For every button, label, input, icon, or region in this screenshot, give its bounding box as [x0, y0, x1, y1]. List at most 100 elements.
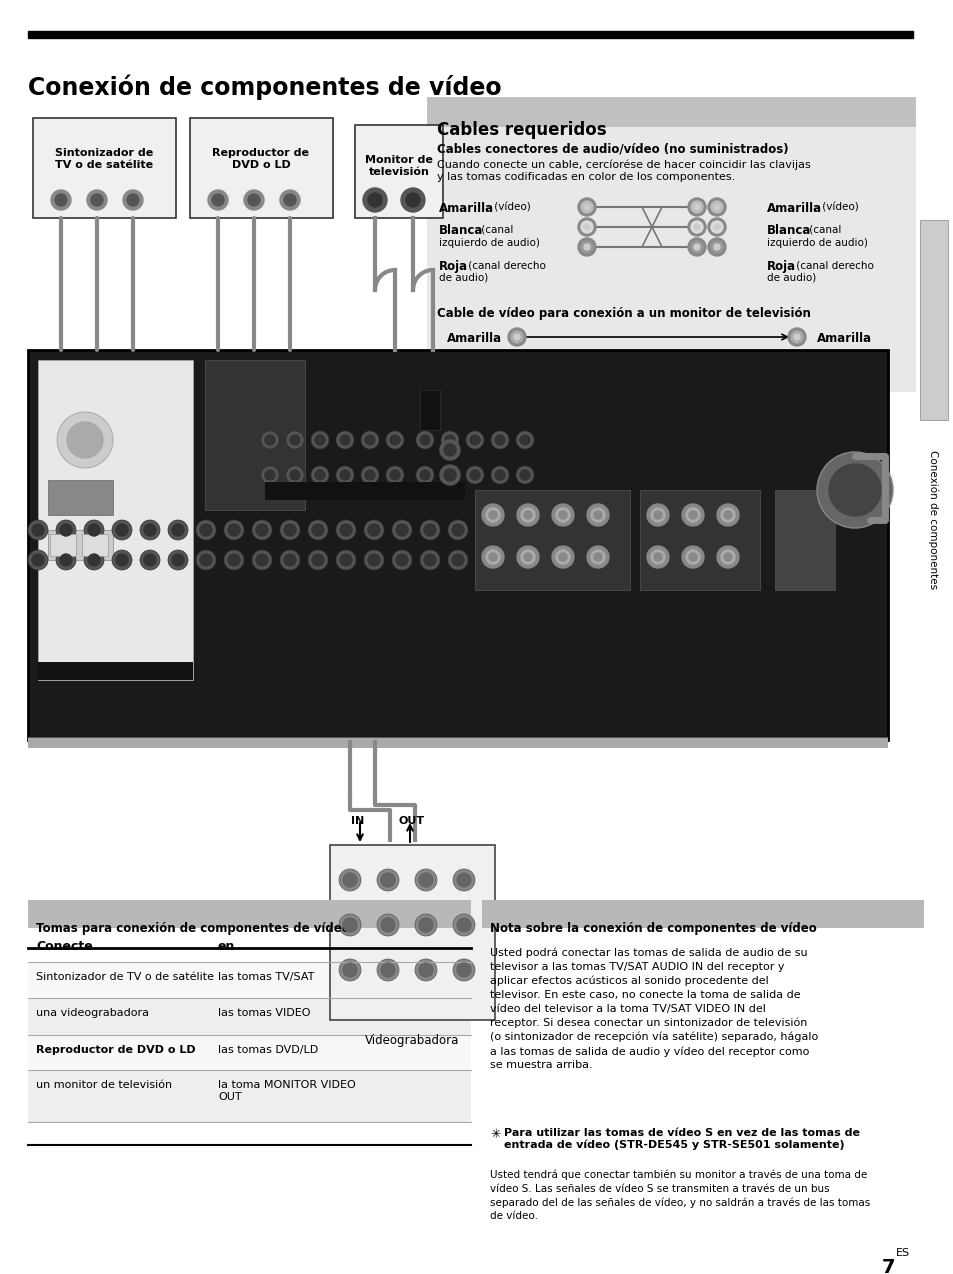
Circle shape — [583, 224, 589, 231]
Circle shape — [314, 470, 325, 480]
Circle shape — [364, 550, 384, 569]
Bar — [28, 962, 471, 998]
Circle shape — [723, 553, 731, 561]
Bar — [475, 490, 629, 590]
Circle shape — [112, 550, 132, 569]
Circle shape — [552, 547, 574, 568]
Circle shape — [685, 508, 700, 522]
Circle shape — [590, 550, 604, 564]
Circle shape — [443, 469, 456, 482]
Text: Videograbadora: Videograbadora — [364, 1034, 458, 1047]
Text: Cuando conecte un cable, cercíorése de hacer coincidir las clavijas
y las tomas : Cuando conecte un cable, cercíorése de h… — [436, 161, 810, 182]
Circle shape — [586, 505, 608, 526]
Circle shape — [690, 220, 702, 233]
Circle shape — [790, 331, 802, 343]
Circle shape — [720, 550, 734, 564]
Circle shape — [400, 189, 424, 211]
Bar — [38, 361, 193, 680]
Circle shape — [55, 194, 67, 206]
Circle shape — [415, 913, 436, 936]
Circle shape — [265, 434, 274, 445]
Circle shape — [335, 520, 355, 540]
Circle shape — [448, 550, 468, 569]
Bar — [82, 534, 108, 555]
Circle shape — [558, 553, 566, 561]
Circle shape — [552, 505, 574, 526]
Text: Conecte: Conecte — [36, 940, 92, 953]
Bar — [919, 220, 947, 420]
Text: Amarilla: Amarilla — [816, 333, 871, 345]
Circle shape — [590, 508, 604, 522]
Text: Roja: Roja — [766, 260, 796, 273]
Circle shape — [212, 194, 224, 206]
Circle shape — [556, 550, 569, 564]
Text: izquierdo de audio): izquierdo de audio) — [438, 238, 539, 248]
Bar — [28, 736, 887, 741]
Circle shape — [365, 470, 375, 480]
Circle shape — [452, 524, 463, 536]
Circle shape — [453, 959, 475, 981]
Circle shape — [308, 520, 328, 540]
Circle shape — [364, 520, 384, 540]
Circle shape — [415, 869, 436, 891]
Text: Nota sobre la conexión de componentes de vídeo: Nota sobre la conexión de componentes de… — [490, 922, 816, 935]
Circle shape — [710, 201, 722, 213]
Circle shape — [681, 547, 703, 568]
Text: Para utilizar las tomas de vídeo S en vez de las tomas de
entrada de vídeo (STR-: Para utilizar las tomas de vídeo S en ve… — [503, 1127, 859, 1150]
Circle shape — [290, 470, 299, 480]
Circle shape — [284, 524, 295, 536]
Circle shape — [172, 524, 184, 536]
Circle shape — [594, 553, 601, 561]
Circle shape — [687, 238, 705, 256]
Circle shape — [519, 434, 530, 445]
Circle shape — [314, 434, 325, 445]
Circle shape — [523, 511, 532, 519]
Circle shape — [360, 431, 378, 448]
Bar — [50, 534, 76, 555]
Circle shape — [228, 524, 240, 536]
Circle shape — [520, 508, 535, 522]
Circle shape — [583, 245, 589, 250]
Circle shape — [650, 508, 664, 522]
Circle shape — [168, 520, 188, 540]
Bar — [48, 530, 112, 561]
Text: un monitor de televisión: un monitor de televisión — [36, 1080, 172, 1091]
Circle shape — [290, 434, 299, 445]
Circle shape — [376, 913, 398, 936]
Bar — [33, 118, 175, 218]
Circle shape — [654, 511, 661, 519]
Text: Cables requeridos: Cables requeridos — [436, 121, 606, 139]
Circle shape — [418, 873, 433, 887]
Bar — [427, 97, 915, 127]
Circle shape — [112, 520, 132, 540]
Circle shape — [116, 524, 128, 536]
Text: Cable de vídeo para conexión a un monitor de televisión: Cable de vídeo para conexión a un monito… — [436, 307, 810, 320]
Bar — [639, 490, 760, 590]
Circle shape — [516, 431, 534, 448]
Circle shape — [713, 204, 720, 210]
Circle shape — [376, 869, 398, 891]
Text: de audio): de audio) — [766, 273, 816, 283]
Circle shape — [448, 520, 468, 540]
Circle shape — [195, 520, 215, 540]
Circle shape — [495, 470, 504, 480]
Circle shape — [84, 520, 104, 540]
Circle shape — [386, 466, 403, 484]
Text: las tomas TV/SAT: las tomas TV/SAT — [218, 972, 314, 982]
Circle shape — [338, 959, 360, 981]
Circle shape — [465, 466, 483, 484]
Circle shape — [710, 220, 722, 233]
Circle shape — [87, 190, 107, 210]
Circle shape — [681, 505, 703, 526]
Circle shape — [338, 869, 360, 891]
Circle shape — [32, 524, 44, 536]
Circle shape — [339, 554, 352, 566]
Circle shape — [244, 190, 264, 210]
Circle shape — [248, 194, 260, 206]
Circle shape — [335, 431, 354, 448]
Text: Amarilla: Amarilla — [766, 203, 821, 215]
Text: las tomas VIDEO: las tomas VIDEO — [218, 1008, 310, 1018]
Bar — [265, 482, 464, 499]
Circle shape — [517, 505, 538, 526]
Circle shape — [440, 466, 458, 484]
